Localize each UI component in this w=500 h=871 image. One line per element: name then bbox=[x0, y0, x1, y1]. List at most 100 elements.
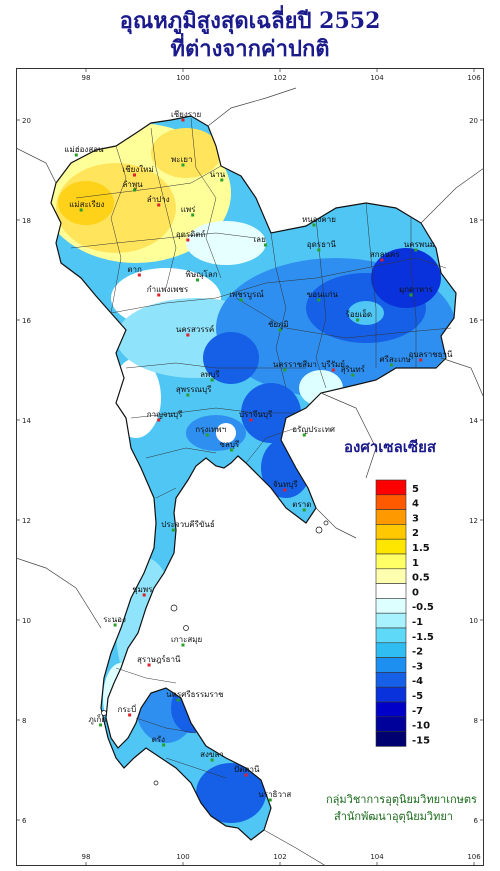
legend-swatch bbox=[375, 612, 407, 629]
place-label: ลำปาง bbox=[147, 195, 170, 204]
place-label: สุราษฎร์ธานี bbox=[137, 654, 181, 664]
place-label: น่าน bbox=[210, 170, 226, 179]
lon-tick-label: 98 bbox=[82, 74, 91, 82]
place-label: อุดรธานี bbox=[307, 240, 337, 249]
legend-label: 3 bbox=[412, 513, 419, 524]
legend-swatch bbox=[375, 598, 407, 614]
legend-swatch bbox=[375, 657, 407, 673]
station-marker bbox=[176, 698, 180, 702]
place-label: กรุงเทพฯ bbox=[195, 425, 226, 434]
place-label: สุพรรณบุรี bbox=[176, 385, 212, 394]
station-marker bbox=[210, 758, 214, 762]
place-label: สุรินทร์ bbox=[341, 364, 366, 374]
station-marker bbox=[380, 258, 384, 262]
place-label: ร้อยเอ็ด bbox=[346, 309, 373, 319]
lon-tick-label: 102 bbox=[273, 853, 286, 861]
legend-label: -7 bbox=[412, 706, 423, 717]
station-marker bbox=[351, 373, 355, 377]
station-marker bbox=[79, 208, 83, 212]
place-label: ปัตตานี bbox=[234, 765, 260, 774]
place-label: อุบลราชธานี bbox=[409, 350, 453, 359]
station-marker bbox=[278, 328, 282, 332]
legend-swatch bbox=[375, 509, 407, 525]
province-boundaries bbox=[70, 117, 452, 779]
lat-tick-label: 10 bbox=[22, 617, 31, 625]
lon-tick-label: 98 bbox=[82, 853, 91, 861]
station-marker bbox=[331, 368, 335, 372]
place-label: กระบี่ bbox=[118, 703, 137, 714]
lon-tick-label: 100 bbox=[176, 74, 189, 82]
station-marker bbox=[191, 213, 195, 217]
station-marker bbox=[414, 248, 418, 252]
station-marker bbox=[419, 358, 423, 362]
station-marker bbox=[263, 243, 267, 247]
place-label: แม่สะเรียง bbox=[69, 200, 104, 209]
place-label: ตราด bbox=[292, 500, 311, 509]
place-label: ปราจีนบุรี bbox=[239, 410, 273, 419]
legend-swatch bbox=[375, 701, 407, 718]
lat-tick-label: 6 bbox=[22, 817, 27, 825]
legend: 5 4 3 2 1.5 1 0.5 0 -0.5 -1 -1.5 -2 -3 -4 -5 -7 -10 -15 bbox=[375, 479, 434, 747]
station-marker bbox=[302, 433, 306, 437]
legend-label: -1 bbox=[412, 617, 423, 628]
station-marker bbox=[196, 278, 200, 282]
place-label: สกลนคร bbox=[370, 250, 400, 259]
place-label: เชียงใหม่ bbox=[123, 165, 154, 174]
station-marker bbox=[137, 273, 141, 277]
credit-line-1: กลุ่มวิชาการอุตุนิยมวิทยาเกษตร bbox=[326, 793, 477, 806]
lon-tick-label: 106 bbox=[467, 853, 481, 861]
station-marker bbox=[230, 448, 233, 452]
lat-tick-label: 16 bbox=[469, 317, 478, 325]
station-marker bbox=[147, 663, 151, 667]
lon-tick-label: 104 bbox=[370, 853, 384, 861]
station-marker bbox=[283, 488, 287, 492]
place-label: เชียงราย bbox=[171, 110, 201, 119]
station-marker bbox=[133, 173, 136, 177]
place-label: เกาะสมุย bbox=[171, 635, 202, 644]
place-label: นราธิวาส bbox=[258, 790, 291, 799]
station-marker bbox=[157, 203, 161, 207]
place-label: ตาก bbox=[127, 265, 142, 274]
lat-tick-label: 18 bbox=[469, 217, 478, 225]
legend-label: -10 bbox=[412, 721, 430, 732]
legend-label: 4 bbox=[412, 499, 419, 510]
station-marker bbox=[157, 418, 161, 422]
place-label: นครศรีธรรมราช bbox=[166, 690, 224, 699]
place-label: ภูเก็ต bbox=[89, 714, 107, 725]
map-subtitle: ที่ต่างจากค่าปกติ bbox=[170, 36, 330, 62]
place-label: ชุมพร bbox=[132, 585, 153, 594]
legend-title: องศาเซลเซียส bbox=[344, 438, 437, 456]
place-label: นครพนม bbox=[404, 240, 435, 249]
legend-label: -3 bbox=[412, 661, 423, 672]
legend-swatch bbox=[375, 524, 407, 540]
station-marker bbox=[186, 238, 190, 242]
place-label: ชัยภูมิ bbox=[268, 320, 289, 330]
lat-tick-label: 20 bbox=[469, 117, 478, 125]
legend-label: 5 bbox=[412, 484, 419, 495]
station-marker bbox=[356, 318, 360, 322]
place-label: มุกดาหาร bbox=[399, 285, 434, 294]
station-marker bbox=[283, 368, 287, 372]
legend-label: 1 bbox=[412, 558, 419, 569]
station-marker bbox=[239, 298, 243, 302]
lat-tick-label: 12 bbox=[22, 517, 31, 525]
legend-swatch bbox=[375, 568, 407, 584]
neighbor-borders bbox=[16, 87, 484, 866]
place-label: อุตรดิตถ์ bbox=[176, 229, 206, 239]
legend-label: 2 bbox=[412, 528, 419, 539]
lat-tick-label: 12 bbox=[469, 517, 478, 525]
station-marker bbox=[142, 593, 146, 597]
station-marker bbox=[113, 623, 117, 627]
lat-tick-label: 8 bbox=[22, 717, 26, 725]
place-label: ศรีสะเกษ bbox=[380, 355, 411, 364]
place-label: ขอนแก่น bbox=[307, 290, 339, 299]
lat-tick-label: 18 bbox=[22, 217, 31, 225]
legend-swatch bbox=[375, 583, 407, 599]
station-marker bbox=[220, 178, 224, 182]
station-marker bbox=[171, 528, 175, 532]
anomaly-field bbox=[51, 116, 456, 840]
station-marker bbox=[162, 743, 166, 747]
